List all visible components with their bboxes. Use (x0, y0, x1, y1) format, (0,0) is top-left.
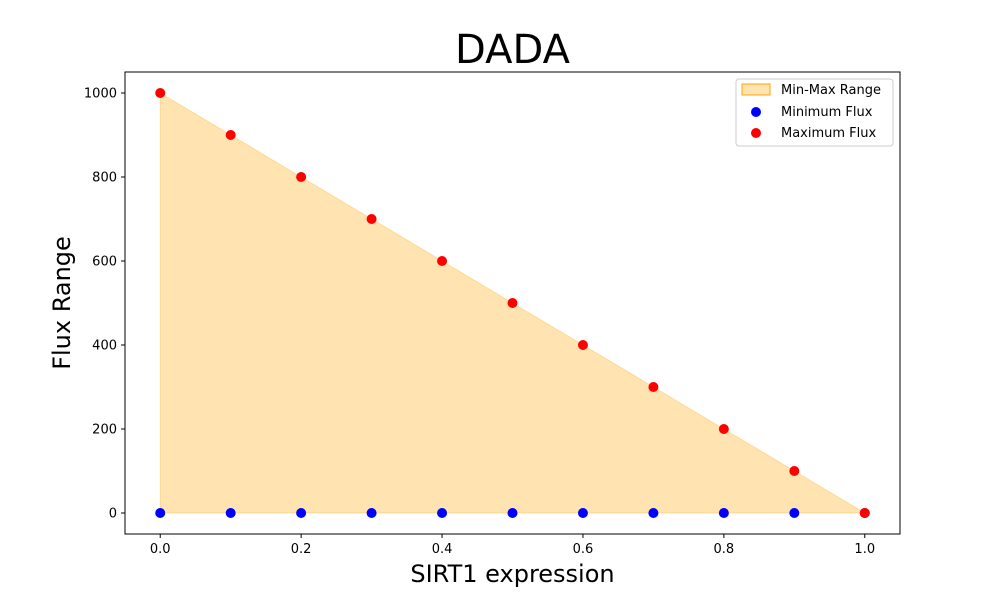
x-tick-label: 1.0 (854, 542, 875, 557)
y-tick-label: 600 (92, 255, 117, 270)
minimum-flux-point (789, 508, 800, 518)
minimum-flux-point (296, 508, 307, 518)
y-tick-label: 800 (92, 171, 117, 186)
maximum-flux-point (859, 508, 870, 518)
minimum-flux-point (366, 508, 377, 518)
y-axis-ticks: 0 200 400 600 800 1000 (84, 87, 125, 522)
x-tick-label: 0.6 (573, 542, 594, 557)
minimum-flux-point (155, 508, 166, 518)
minimum-flux-point (577, 508, 588, 518)
legend-marker-minimum-flux (751, 107, 761, 117)
minimum-flux-point (225, 508, 236, 518)
x-tick-label: 0.2 (291, 542, 312, 557)
maximum-flux-point (718, 424, 729, 434)
legend-label-min-max-range: Min-Max Range (781, 83, 881, 98)
minimum-flux-point (648, 508, 659, 518)
maximum-flux-point (437, 256, 448, 266)
legend-marker-maximum-flux (751, 128, 761, 138)
y-tick-label: 200 (92, 423, 117, 438)
minimum-flux-point (507, 508, 518, 518)
minimum-flux-point (718, 508, 729, 518)
chart-title: DADA (455, 27, 571, 73)
maximum-flux-point (366, 214, 377, 224)
x-tick-label: 0.8 (714, 542, 735, 557)
legend: Min-Max Range Minimum Flux Maximum Flux (735, 78, 894, 147)
y-tick-label: 400 (92, 339, 117, 354)
minimum-flux-point (437, 508, 448, 518)
data-points (155, 88, 870, 518)
y-tick-label: 1000 (84, 87, 117, 102)
maximum-flux-point (648, 382, 659, 392)
x-axis-ticks: 0.0 0.2 0.4 0.6 0.8 1.0 (150, 534, 875, 557)
maximum-flux-point (225, 130, 236, 140)
maximum-flux-point (577, 340, 588, 350)
legend-swatch-min-max-range (741, 83, 771, 96)
maximum-flux-point (507, 298, 518, 308)
maximum-flux-point (296, 172, 307, 182)
y-axis-label: Flux Range (48, 236, 76, 370)
legend-label-minimum-flux: Minimum Flux (781, 105, 873, 120)
plot-frame (124, 71, 901, 535)
maximum-flux-point (155, 88, 166, 98)
legend-box (735, 78, 894, 147)
y-tick-label: 0 (109, 507, 117, 522)
x-axis-label: SIRT1 expression (410, 560, 614, 588)
maximum-flux-point (789, 466, 800, 476)
legend-label-maximum-flux: Maximum Flux (781, 126, 877, 141)
x-tick-label: 0.0 (150, 542, 171, 557)
x-tick-label: 0.4 (432, 542, 453, 557)
